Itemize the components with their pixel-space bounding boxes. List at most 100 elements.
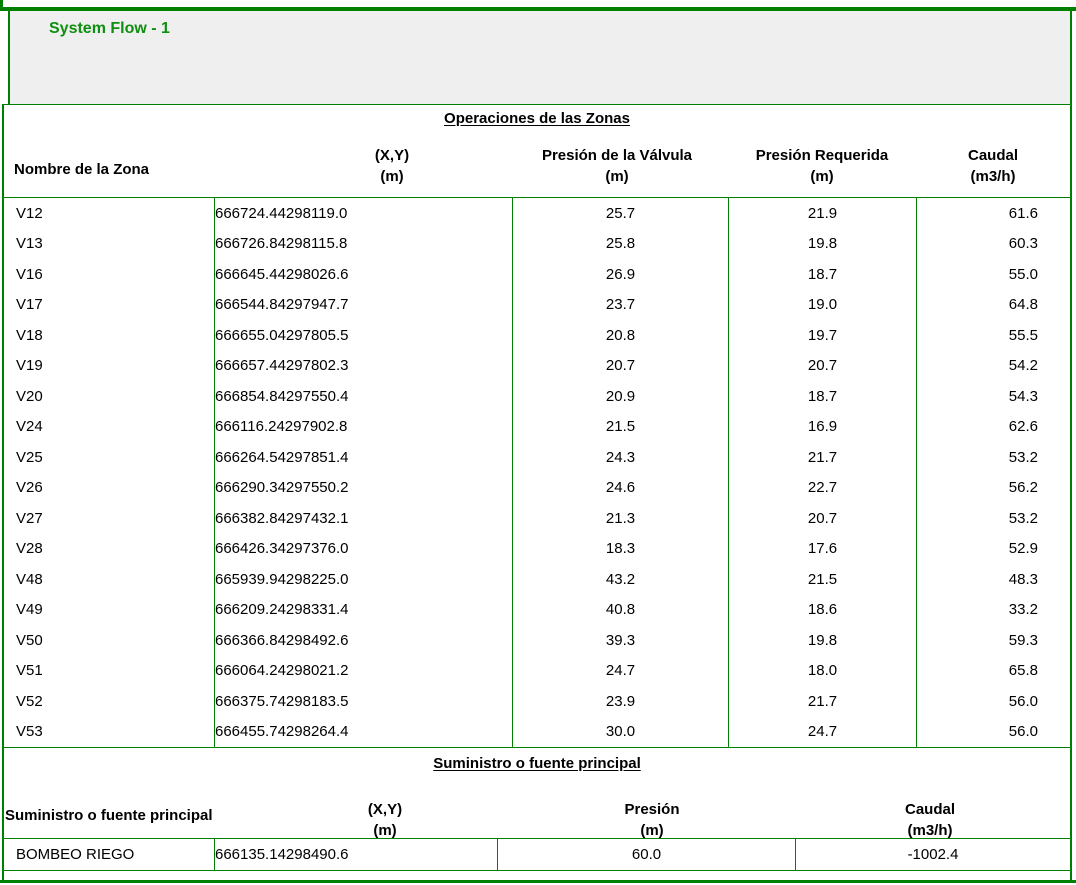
zone-xy-cell: 666382.8 4297432.1 [214,503,512,534]
zone-x-value: 666544.8 [215,296,278,314]
column-header-valve-pressure: Presión de la Válvula (m) [457,145,777,187]
zone-valve-pressure-cell: 24.7 [512,655,728,686]
zone-flow-cell: 53.2 [916,503,1070,534]
table-row: V24 666116.2 4297902.8 21.5 16.9 62.6 [4,411,1070,442]
zone-y-value: 4297947.7 [277,296,349,314]
zone-xy-cell: 665939.9 4298225.0 [214,564,512,595]
zone-valve-pressure-cell: 23.7 [512,289,728,320]
zone-flow-cell: 56.0 [916,686,1070,717]
zone-x-value: 666064.2 [215,662,278,680]
zone-flow-cell: 54.3 [916,381,1070,412]
supply-xy-cell: 666135.1 4298490.6 [214,839,497,870]
zone-required-pressure-cell: 21.7 [728,442,916,473]
table-row: V52 666375.7 4298183.5 23.9 21.7 56.0 [4,686,1070,717]
zone-xy-cell: 666544.8 4297947.7 [214,289,512,320]
zone-x-value: 666655.0 [215,326,278,344]
zone-y-value: 4297805.5 [277,326,349,344]
column-header-flow-line2: (m3/h) [970,168,1016,185]
supply-header-xy-line2: (m) [373,822,397,839]
supply-flow-cell: -1002.4 [795,839,1070,870]
supply-header-pressure-line2: (m) [640,822,664,839]
zone-x-value: 666645.4 [215,265,278,283]
zone-name-cell: V12 [16,204,43,222]
zone-name-cell: V51 [16,662,43,680]
column-header-valve-line1: Presión de la Válvula [541,147,693,164]
zone-name-cell: V48 [16,570,43,588]
zone-flow-cell: 65.8 [916,655,1070,686]
zone-xy-cell: 666366.8 4298492.6 [214,625,512,656]
zone-y-value: 4297851.4 [277,448,349,466]
zone-required-pressure-cell: 17.6 [728,533,916,564]
table-row: V49 666209.2 4298331.4 40.8 18.6 33.2 [4,594,1070,625]
zone-y-value: 4298225.0 [277,570,349,588]
zone-x-value: 666426.3 [215,540,278,558]
zones-rows: V12 666724.4 4298119.0 25.7 21.9 61.6 V1… [4,197,1070,748]
supply-header-flow: Caudal (m3/h) [830,799,1030,841]
zone-name-cell: V53 [16,723,43,741]
zone-x-value: 666116.2 [215,418,277,436]
supply-y-value: 4298490.6 [277,846,349,863]
zone-flow-cell: 33.2 [916,594,1070,625]
zone-x-value: 666455.7 [215,723,278,741]
zone-y-value: 4298492.6 [277,631,349,649]
zone-xy-cell: 666375.7 4298183.5 [214,686,512,717]
zone-flow-cell: 62.6 [916,411,1070,442]
zone-x-value: 666726.8 [215,235,278,253]
zone-required-pressure-cell: 20.7 [728,350,916,381]
zone-xy-cell: 666064.2 4298021.2 [214,655,512,686]
zone-flow-cell: 48.3 [916,564,1070,595]
zone-required-pressure-cell: 21.7 [728,686,916,717]
zone-flow-cell: 55.5 [916,320,1070,351]
zone-y-value: 4297802.3 [277,357,349,375]
zone-valve-pressure-cell: 20.7 [512,350,728,381]
zone-valve-pressure-cell: 39.3 [512,625,728,656]
zone-x-value: 665939.9 [215,570,278,588]
column-header-required-pressure: Presión Requerida (m) [672,145,972,187]
supply-header-flow-line1: Caudal [904,801,955,818]
zone-x-value: 666382.8 [215,509,278,527]
zone-flow-cell: 53.2 [916,442,1070,473]
zone-name-cell: V28 [16,540,43,558]
zone-required-pressure-cell: 24.7 [728,716,916,747]
zone-x-value: 666375.7 [215,692,278,710]
zone-name-cell: V50 [16,631,43,649]
zone-name-cell: V17 [16,296,43,314]
zone-name-cell: V52 [16,692,43,710]
supply-header-pressure: Presión (m) [502,799,802,841]
zone-valve-pressure-cell: 25.8 [512,228,728,259]
column-header-xy-line2: (m) [380,168,404,185]
zone-required-pressure-cell: 19.8 [728,228,916,259]
table-row: V48 665939.9 4298225.0 43.2 21.5 48.3 [4,564,1070,595]
zone-required-pressure-cell: 21.5 [728,564,916,595]
column-header-flow-line1: Caudal [967,147,1018,164]
table-row: V16 666645.4 4298026.6 26.9 18.7 55.0 [4,259,1070,290]
zone-flow-cell: 59.3 [916,625,1070,656]
table-row: V28 666426.3 4297376.0 18.3 17.6 52.9 [4,533,1070,564]
zones-section-title: Operaciones de las Zonas [444,110,630,127]
zone-flow-cell: 54.2 [916,350,1070,381]
zone-x-value: 666366.8 [215,631,278,649]
supply-header-flow-line2: (m3/h) [907,822,953,839]
zone-required-pressure-cell: 19.0 [728,289,916,320]
zone-name-cell: V18 [16,326,43,344]
zone-xy-cell: 666655.0 4297805.5 [214,320,512,351]
zone-x-value: 666290.3 [215,479,278,497]
zone-valve-pressure-cell: 43.2 [512,564,728,595]
zone-flow-cell: 60.3 [916,228,1070,259]
supply-x-value: 666135.1 [215,846,278,863]
column-header-xy: (X,Y) (m) [292,145,492,187]
supply-section: Suministro o fuente principal Suministro… [4,749,1070,882]
column-header-required-line2: (m) [810,168,834,185]
supply-section-title: Suministro o fuente principal [433,755,641,772]
zone-name-cell: V49 [16,601,43,619]
zone-valve-pressure-cell: 25.7 [512,198,728,229]
zone-valve-pressure-cell: 26.9 [512,259,728,290]
table-row: V18 666655.0 4297805.5 20.8 19.7 55.5 [4,320,1070,351]
zone-y-value: 4297432.1 [277,509,349,527]
zone-flow-cell: 52.9 [916,533,1070,564]
column-header-valve-line2: (m) [605,168,629,185]
zone-valve-pressure-cell: 21.3 [512,503,728,534]
zone-name-cell: V13 [16,235,43,253]
zone-valve-pressure-cell: 20.8 [512,320,728,351]
